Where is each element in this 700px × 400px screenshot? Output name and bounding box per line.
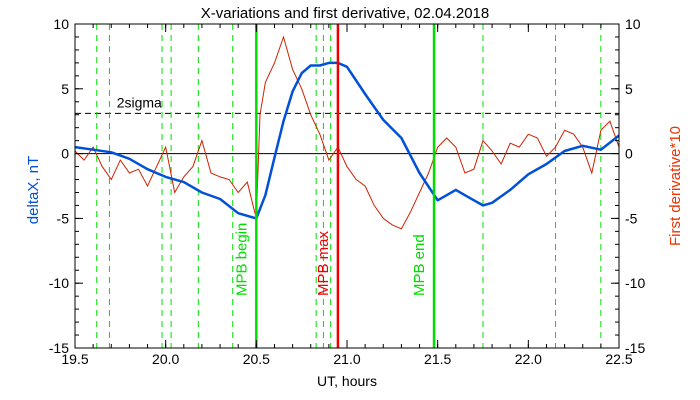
y-tick-label-left-2: 0	[61, 146, 69, 162]
x-tick-label-2: 20.5	[243, 351, 270, 367]
plot-layer: 2sigma MPB begin MPB max MPB end	[74, 24, 620, 348]
y-tick-label-left-5: -15	[49, 340, 69, 356]
y-tick-label-left-3: -5	[57, 210, 70, 226]
y-tick-label-right-3: -5	[625, 210, 638, 226]
y-axis-label-left: deltaX, nT	[25, 156, 42, 224]
y-tick-label-right-1: 5	[625, 81, 633, 97]
deltax-series-line	[74, 61, 620, 220]
event-label-begin: MPB begin	[233, 223, 250, 296]
x-tick-label-4: 21.5	[424, 351, 451, 367]
y-tick-label-left-1: 5	[61, 81, 69, 97]
x-tick-label-1: 20.0	[152, 351, 179, 367]
chart-title: X-variations and first derivative, 02.04…	[201, 5, 490, 22]
y-tick-label-left-0: 10	[53, 16, 69, 32]
derivative-series-line	[74, 35, 620, 230]
event-label-max: MPB max	[315, 230, 332, 296]
x-tick-label-5: 22.0	[515, 351, 542, 367]
y-axis-label-right: First derivative*10	[667, 126, 684, 246]
y-tick-label-right-4: -10	[625, 275, 645, 291]
x-tick-label-3: 21.0	[333, 351, 360, 367]
x-axis-label: UT, hours	[317, 373, 377, 389]
plot-frame	[74, 23, 620, 349]
event-label-end: MPB end	[411, 234, 428, 296]
y-tick-label-right-5: -15	[625, 340, 645, 356]
y-tick-label-right-0: 10	[625, 16, 641, 32]
x-tick-label-6: 22.5	[605, 351, 632, 367]
x-tick-label-0: 19.5	[61, 351, 88, 367]
y-tick-label-left-4: -10	[49, 275, 69, 291]
y-tick-label-right-2: 0	[625, 146, 633, 162]
axes-layer: 19.5 20.0 20.5 21.0 21.5 22.0 22.5 10 5 0 -5 -10 -15…	[49, 16, 646, 367]
sigma-label: 2sigma	[117, 94, 162, 110]
